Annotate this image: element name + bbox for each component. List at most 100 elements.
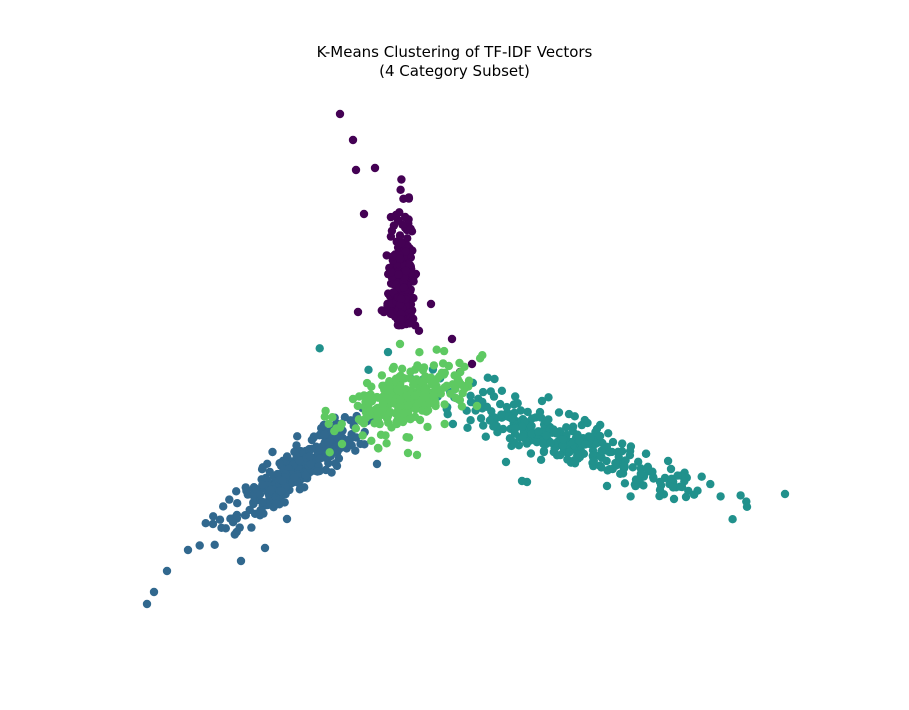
- scatter-point: [370, 163, 380, 173]
- scatter-point: [706, 479, 715, 489]
- scatter-point: [476, 414, 486, 423]
- scatter-point: [498, 424, 508, 434]
- scatter-point: [586, 433, 595, 442]
- scatter-point: [546, 438, 555, 447]
- scatter-point: [440, 383, 449, 392]
- scatter-point: [396, 315, 405, 324]
- scatter-point: [597, 463, 606, 472]
- scatter-point: [418, 365, 428, 375]
- scatter-point: [402, 433, 411, 442]
- scatter-point: [518, 432, 527, 442]
- scatter-point: [514, 441, 524, 450]
- scatter-point: [595, 431, 605, 441]
- scatter-point: [395, 254, 405, 263]
- chart-title-line2: (4 Category Subset): [379, 62, 530, 80]
- scatter-point: [673, 471, 682, 480]
- scatter-point: [351, 446, 360, 455]
- scatter-point: [517, 422, 527, 432]
- scatter-point: [448, 419, 458, 429]
- scatter-point: [384, 385, 393, 395]
- scatter-point: [351, 424, 361, 433]
- scatter-point: [552, 429, 561, 438]
- scatter-point: [517, 476, 527, 486]
- scatter-point: [149, 587, 159, 597]
- scatter-point: [257, 465, 267, 474]
- scatter-point: [258, 480, 267, 489]
- scatter-point: [397, 364, 407, 373]
- scatter-point: [537, 396, 547, 406]
- scatter-point: [376, 430, 386, 439]
- scatter-point: [404, 193, 414, 202]
- scatter-point: [280, 498, 289, 507]
- scatter-point: [569, 456, 579, 465]
- scatter-point: [511, 423, 520, 433]
- scatter-point: [385, 377, 394, 386]
- scatter-point: [215, 515, 225, 524]
- scatter-point: [668, 483, 678, 492]
- scatter-point: [420, 385, 429, 394]
- scatter-point: [327, 468, 336, 477]
- scatter-point: [516, 406, 525, 415]
- scatter-point: [527, 429, 536, 439]
- scatter-point: [320, 430, 329, 439]
- scatter-point: [489, 392, 499, 401]
- scatter-point: [367, 397, 377, 406]
- scatter-point: [616, 469, 625, 478]
- scatter-point: [490, 374, 499, 384]
- scatter-point: [570, 412, 579, 421]
- scatter-point: [597, 446, 606, 456]
- scatter-point: [641, 449, 651, 458]
- scatter-point: [602, 456, 611, 466]
- scatter-point: [295, 485, 304, 494]
- scatter-point: [565, 448, 574, 457]
- scatter-point: [410, 391, 420, 400]
- scatter-point: [217, 523, 226, 532]
- scatter-point: [334, 454, 344, 463]
- scatter-point: [397, 175, 406, 184]
- scatter-point: [632, 475, 642, 484]
- scatter-point: [373, 407, 382, 417]
- scatter-point: [412, 450, 422, 460]
- scatter-point: [367, 382, 376, 391]
- scatter-point: [282, 452, 292, 461]
- scatter-point: [393, 385, 403, 395]
- scatter-point: [365, 410, 375, 420]
- scatter-point: [697, 472, 706, 481]
- scatter-point: [389, 362, 398, 372]
- scatter-point: [472, 401, 482, 411]
- scatter-point: [219, 502, 228, 511]
- scatter-point: [428, 391, 438, 400]
- scatter-point: [382, 251, 391, 260]
- scatter-point: [536, 455, 546, 464]
- scatter-point: [596, 420, 605, 430]
- scatter-point: [544, 393, 553, 402]
- scatter-point: [513, 399, 522, 408]
- scatter-point: [451, 393, 460, 403]
- scatter-point: [228, 518, 238, 527]
- scatter-point: [625, 446, 635, 456]
- scatter-point: [232, 487, 241, 496]
- scatter-point: [249, 491, 258, 500]
- scatter-point: [608, 437, 618, 447]
- scatter-point: [440, 400, 449, 409]
- scatter-point: [728, 515, 737, 524]
- scatter-point: [455, 358, 464, 368]
- scatter-point: [415, 415, 425, 425]
- scatter-point: [337, 439, 347, 449]
- scatter-point: [439, 346, 449, 356]
- scatter-point: [573, 430, 582, 439]
- scatter-point: [315, 446, 324, 455]
- scatter-point: [589, 456, 598, 466]
- scatter-point: [276, 487, 286, 496]
- scatter-point: [321, 406, 330, 416]
- scatter-point: [396, 294, 406, 303]
- scatter-point: [328, 413, 337, 422]
- scatter-point: [383, 347, 393, 357]
- scatter-point: [324, 419, 333, 428]
- scatter-point: [614, 448, 624, 457]
- scatter-point: [209, 512, 218, 521]
- scatter-point: [417, 378, 427, 387]
- scatter-point: [542, 417, 552, 426]
- scatter-point: [440, 419, 449, 429]
